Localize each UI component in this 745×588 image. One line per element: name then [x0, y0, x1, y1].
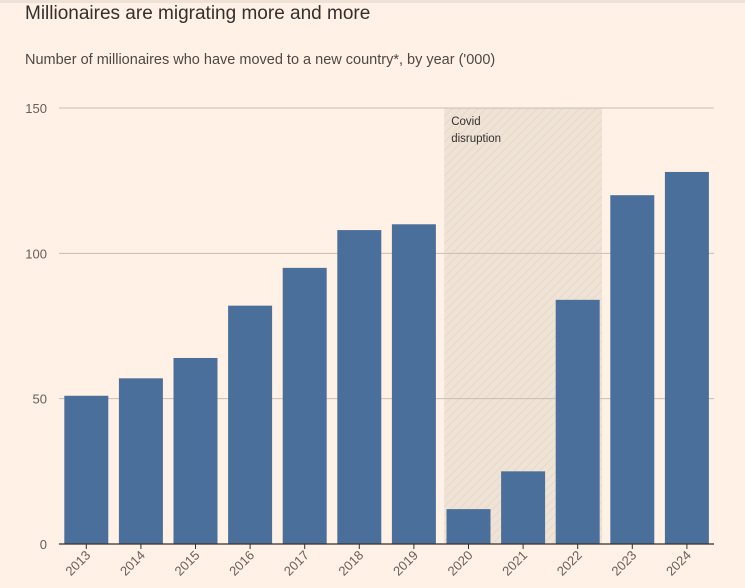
x-tick-label: 2021 — [499, 548, 530, 579]
bar-2020 — [446, 509, 491, 544]
bar-2024 — [664, 171, 709, 545]
x-tick-label: 2014 — [117, 548, 148, 579]
bar-2018 — [337, 230, 382, 544]
x-tick-label: 2018 — [335, 548, 366, 579]
y-tick-label: 150 — [25, 101, 47, 116]
bar-2014 — [118, 378, 163, 544]
x-tick-label: 2022 — [554, 548, 585, 579]
y-tick-label: 100 — [25, 246, 47, 261]
x-tick-label: 2019 — [390, 548, 421, 579]
y-tick-label: 50 — [33, 392, 47, 407]
bar-2021 — [501, 471, 546, 544]
covid-annotation-line: Covid — [451, 116, 480, 128]
bar-2013 — [64, 395, 109, 544]
y-tick-label: 0 — [40, 537, 47, 552]
bar-2023 — [610, 195, 655, 544]
chart-title: Millionaires are migrating more and more — [25, 3, 371, 24]
bar-2016 — [228, 305, 273, 544]
x-tick-label: 2013 — [62, 548, 93, 579]
covid-annotation-line: disruption — [451, 133, 501, 145]
bar-2022 — [555, 299, 600, 544]
x-tick-label: 2020 — [445, 548, 476, 579]
x-tick-label: 2015 — [172, 548, 203, 579]
top-rule — [0, 0, 745, 3]
x-tick-label: 2023 — [608, 548, 639, 579]
bar-2019 — [391, 224, 436, 544]
x-tick-label: 2017 — [281, 548, 312, 579]
chart-subtitle: Number of millionaires who have moved to… — [25, 52, 496, 68]
bar-2015 — [173, 357, 218, 544]
x-tick-label: 2016 — [226, 548, 257, 579]
bar-2017 — [282, 267, 327, 544]
x-tick-label: 2024 — [663, 548, 694, 579]
